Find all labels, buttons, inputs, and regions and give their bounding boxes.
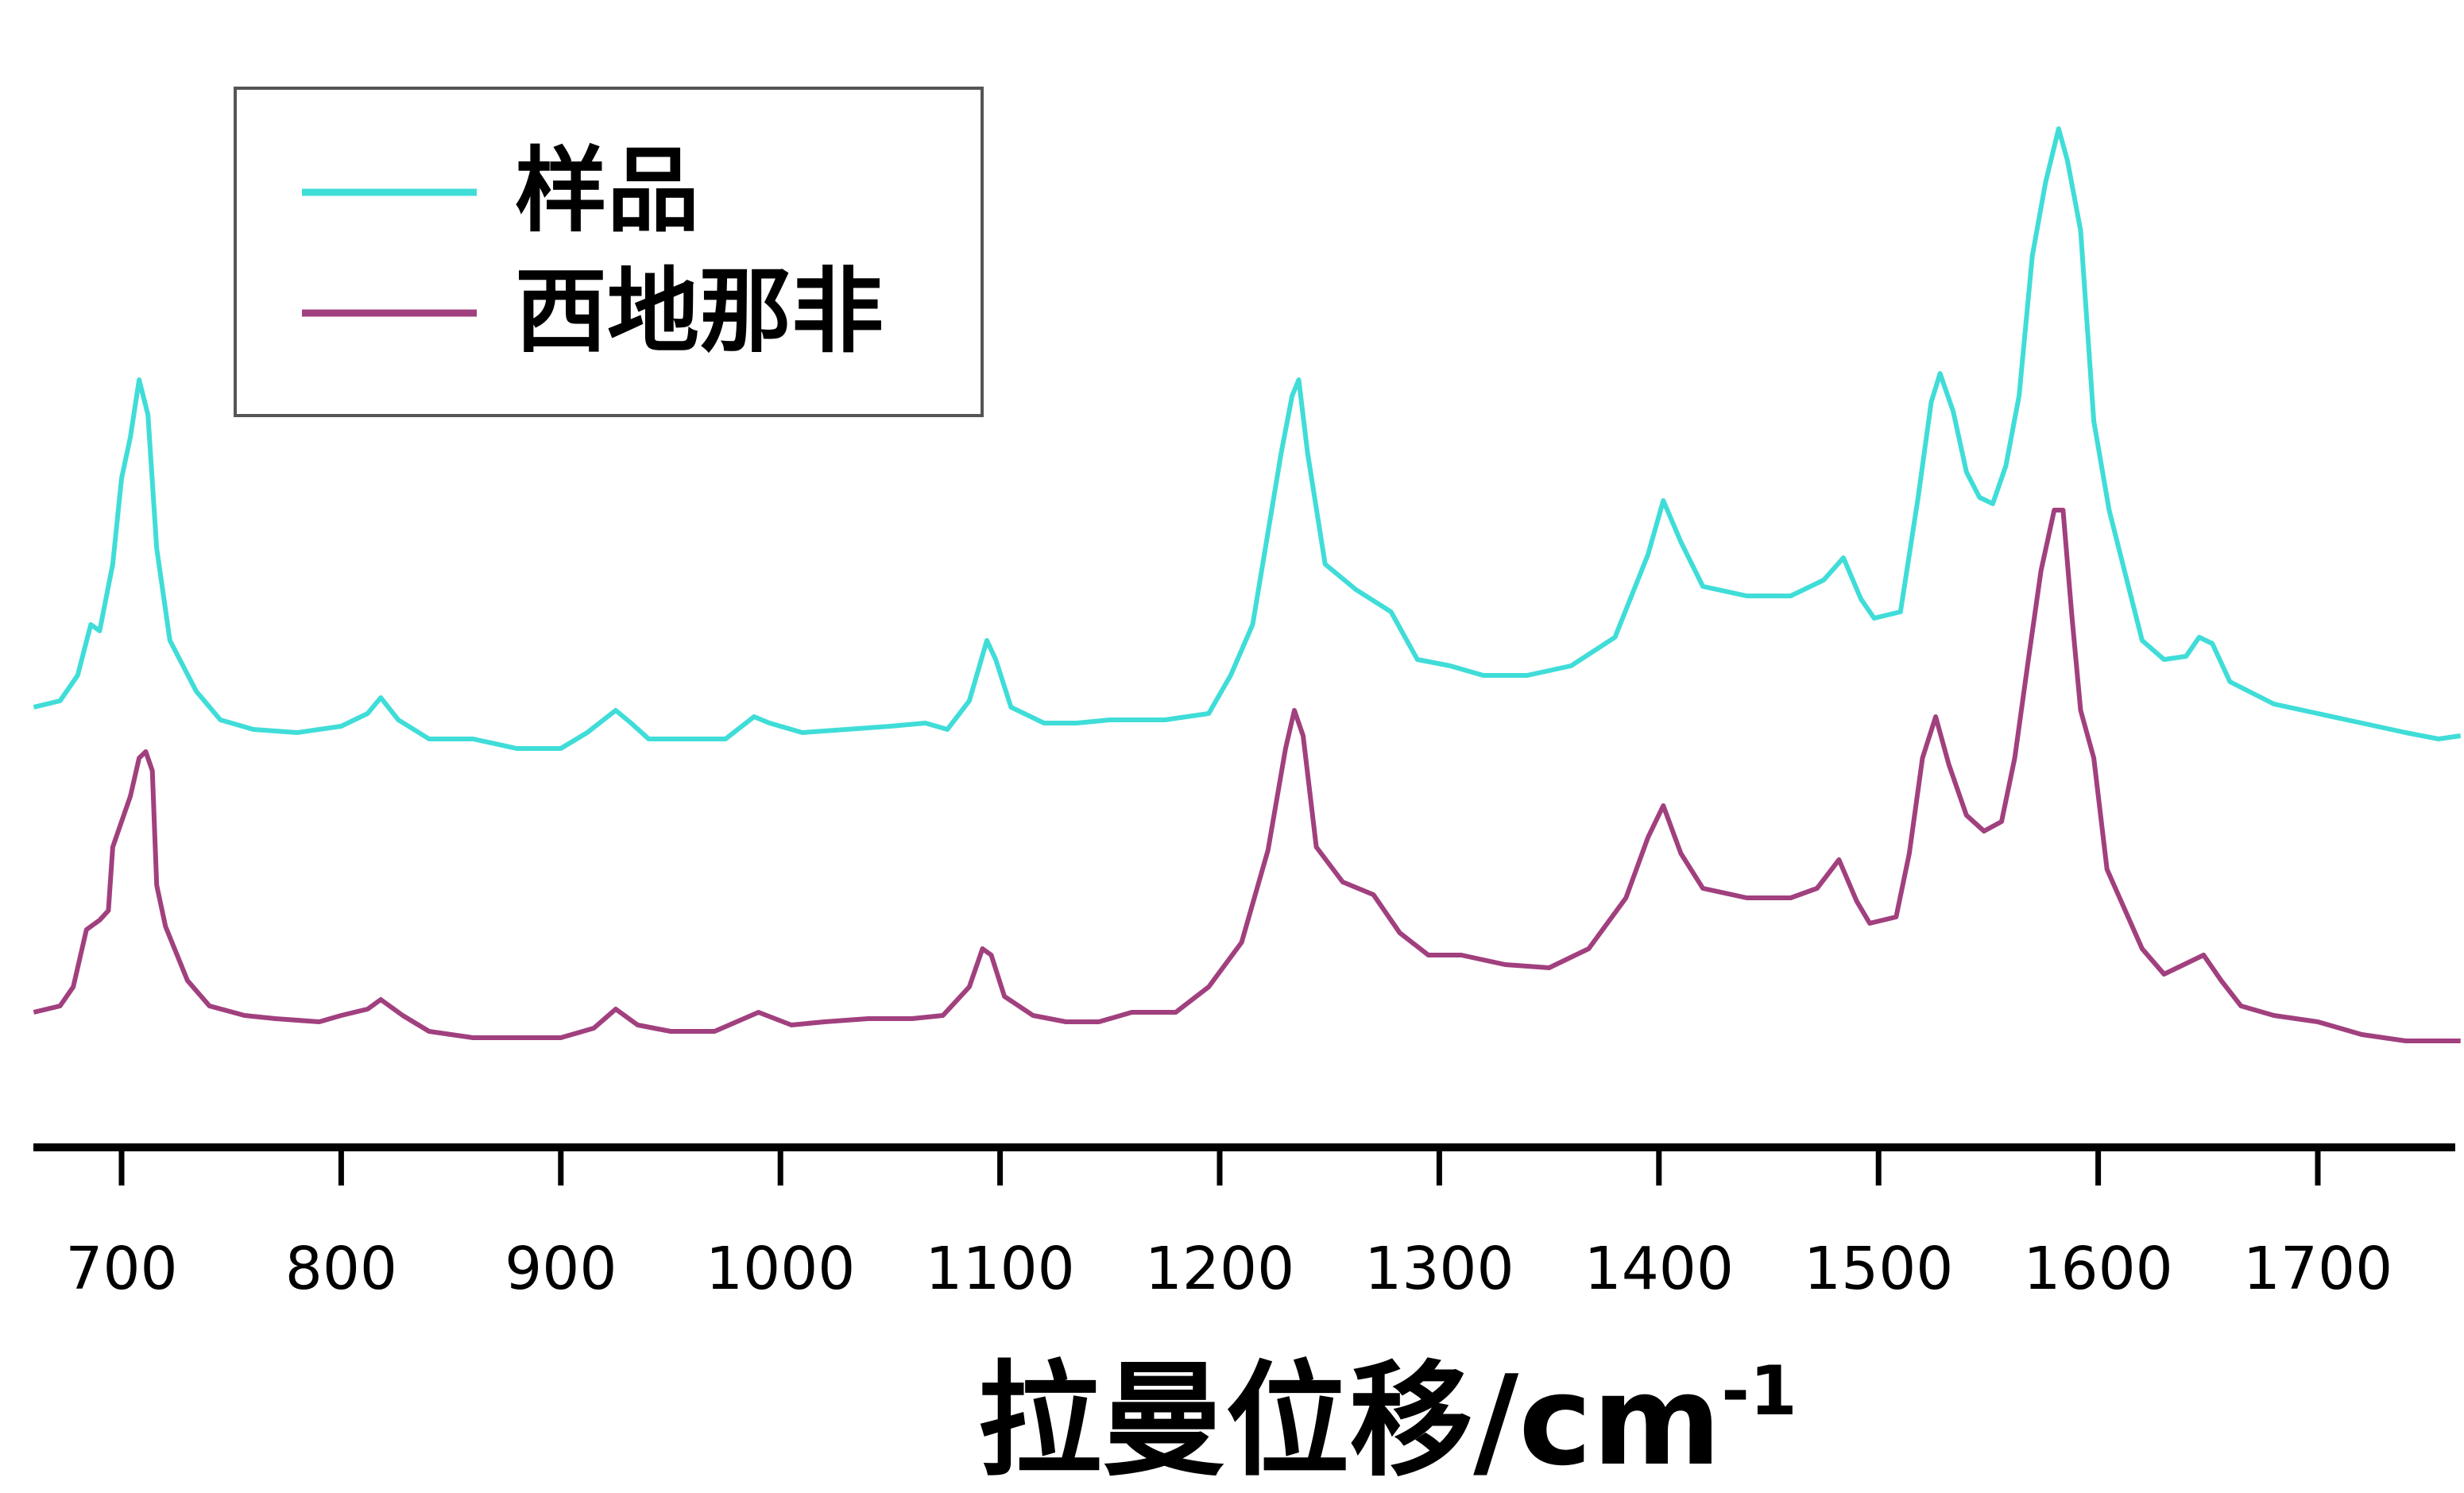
x-axis-title: 拉曼位移/cm-1 bbox=[977, 1348, 1797, 1493]
x-axis-title-text: 拉曼位移/cm bbox=[977, 1348, 1721, 1493]
x-tick-label: 1100 bbox=[925, 1235, 1074, 1303]
x-tick-label: 900 bbox=[505, 1235, 617, 1303]
x-tick-label: 700 bbox=[65, 1235, 177, 1303]
legend-label-sildenafil: 西地那非 bbox=[515, 258, 884, 366]
legend-label-sample: 样品 bbox=[515, 137, 699, 245]
x-tick-label: 1700 bbox=[2243, 1235, 2392, 1303]
legend: 样品 西地那非 bbox=[234, 87, 984, 417]
series-line-1 bbox=[33, 508, 2461, 1043]
x-tick-label: 1400 bbox=[1584, 1235, 1734, 1303]
legend-frame bbox=[234, 87, 984, 417]
series-line-0 bbox=[33, 126, 2462, 751]
x-axis-title-superscript: -1 bbox=[1721, 1352, 1797, 1431]
x-tick-label: 1600 bbox=[2023, 1235, 2172, 1303]
x-tick-label: 1000 bbox=[706, 1235, 855, 1303]
series-layer bbox=[33, 126, 2462, 1043]
x-tick-label: 1500 bbox=[1804, 1235, 1953, 1303]
x-tick-label: 1200 bbox=[1145, 1235, 1294, 1303]
x-tick-label: 1300 bbox=[1364, 1235, 1514, 1303]
x-tick-label: 800 bbox=[285, 1235, 397, 1303]
x-ticks: 700 800 900 1000 1100 1200 1300 1400 1500 1600 170… bbox=[65, 1147, 2392, 1303]
